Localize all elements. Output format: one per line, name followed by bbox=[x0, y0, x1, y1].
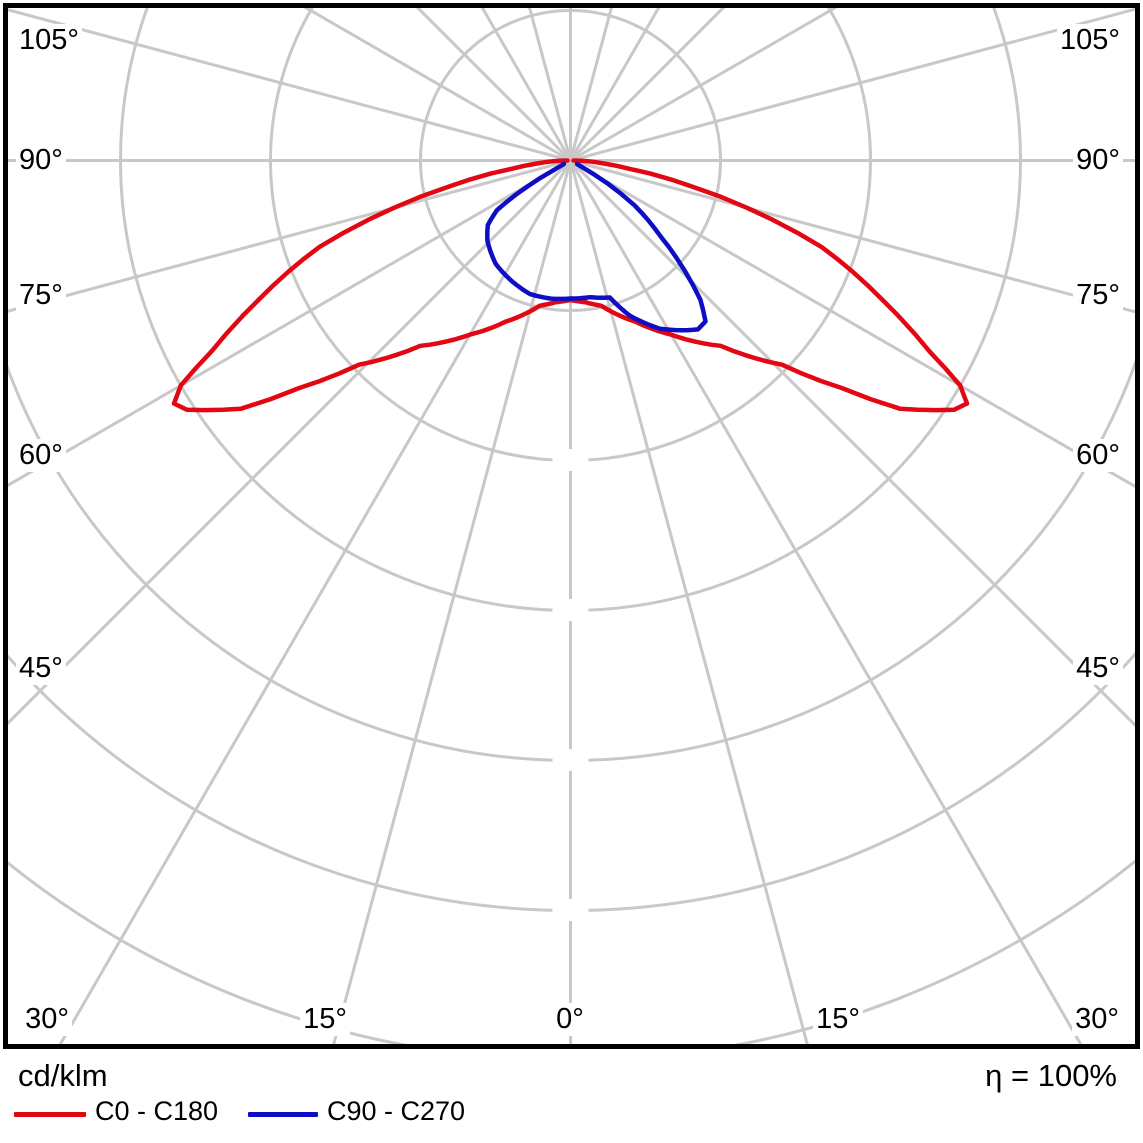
angle-label-left-45: 45° bbox=[16, 652, 66, 686]
angle-label-bottom-15-left: 15° bbox=[300, 1003, 350, 1037]
legend-line-c90-c270 bbox=[248, 1112, 318, 1117]
angle-label-bottom-15-right: 15° bbox=[813, 1003, 863, 1037]
legend-label-c90-c270: C90 - C270 bbox=[327, 1096, 466, 1126]
angle-label-bottom-0: 0° bbox=[553, 1003, 587, 1037]
angle-label-bottom-30-right: 30° bbox=[1072, 1003, 1122, 1037]
efficiency-label: η = 100% bbox=[985, 1058, 1117, 1093]
angle-label-right-90: 90° bbox=[1073, 144, 1123, 178]
angle-label-right-105: 105° bbox=[1057, 24, 1123, 58]
angle-label-bottom-30-left: 30° bbox=[22, 1003, 72, 1037]
legend-label-c0-c180: C0 - C180 bbox=[95, 1096, 219, 1126]
unit-label: cd/klm bbox=[18, 1058, 108, 1093]
angle-label-left-105: 105° bbox=[16, 24, 82, 58]
angle-label-right-45: 45° bbox=[1073, 652, 1123, 686]
angle-label-left-75: 75° bbox=[16, 279, 66, 313]
legend-line-c0-c180 bbox=[14, 1112, 86, 1117]
angle-label-right-75: 75° bbox=[1073, 279, 1123, 313]
angle-label-left-60: 60° bbox=[16, 439, 66, 473]
angle-label-left-90: 90° bbox=[16, 144, 66, 178]
angle-label-right-60: 60° bbox=[1073, 439, 1123, 473]
